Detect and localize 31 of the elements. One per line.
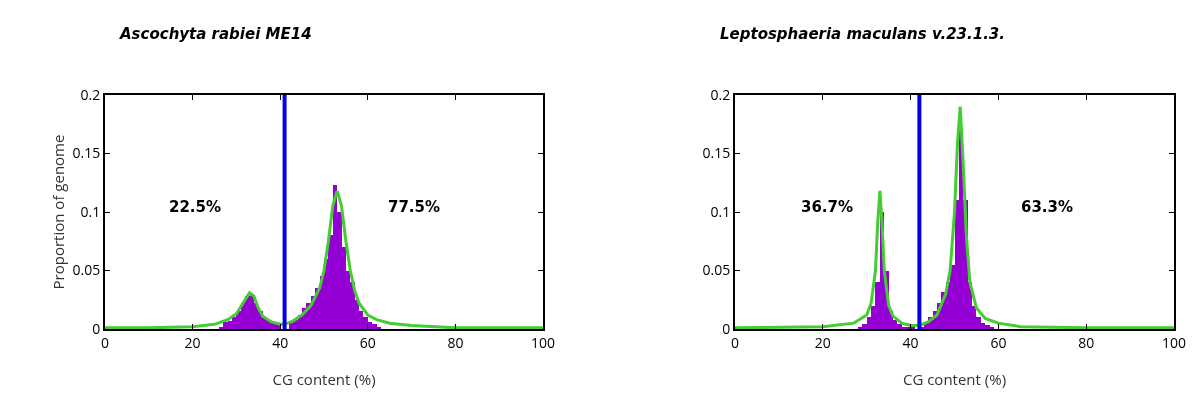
annotation: 36.7%	[801, 198, 854, 216]
x-tick-label: 60	[359, 332, 376, 352]
x-axis-title: CG content (%)	[902, 369, 1007, 389]
y-tick-label: 0.1	[80, 201, 101, 221]
y-tick-label: 0	[92, 318, 101, 338]
annotation: 77.5%	[388, 198, 441, 216]
x-tick-label: 100	[530, 332, 556, 352]
x-tick-label: 60	[990, 332, 1007, 352]
x-tick-label: 80	[1078, 332, 1095, 352]
line-series	[735, 105, 1174, 329]
annotation: 63.3%	[1021, 198, 1074, 216]
x-tick-label: 80	[447, 332, 464, 352]
chart-title: Ascochyta rabiei ME14	[119, 24, 312, 43]
x-tick-label: 100	[1161, 332, 1187, 352]
y-tick-label: 0.2	[80, 84, 101, 104]
x-tick-label: 20	[814, 332, 831, 352]
chart-title: Leptosphaeria maculans v.23.1.3.	[720, 24, 1005, 43]
y-tick-label: 0.05	[72, 260, 101, 280]
line-series	[105, 189, 543, 329]
x-tick-label: 40	[902, 332, 919, 352]
x-tick-label: 40	[272, 332, 289, 352]
x-tick-label: 20	[184, 332, 201, 352]
y-tick-label: 0.05	[702, 260, 731, 280]
y-tick-label: 0.1	[710, 201, 731, 221]
y-tick-label: 0	[722, 318, 731, 338]
y-axis-title: Proportion of genome	[48, 134, 68, 290]
y-tick-label: 0.15	[72, 143, 101, 163]
y-tick-label: 0.15	[702, 143, 731, 163]
annotation: 22.5%	[169, 198, 222, 216]
y-tick-label: 0.2	[710, 84, 731, 104]
x-axis-title: CG content (%)	[272, 369, 376, 389]
